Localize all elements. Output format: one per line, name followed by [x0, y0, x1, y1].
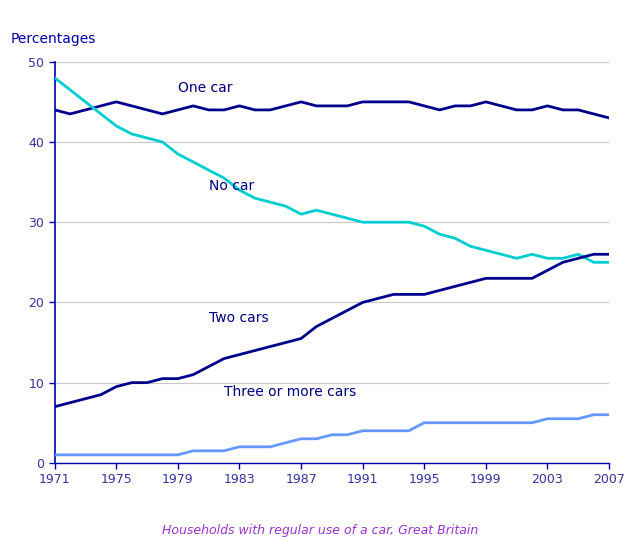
- Text: No car: No car: [209, 179, 254, 193]
- Text: Three or more cars: Three or more cars: [224, 385, 356, 399]
- Text: Percentages: Percentages: [10, 32, 96, 46]
- Text: Households with regular use of a car, Great Britain: Households with regular use of a car, Gr…: [162, 523, 478, 537]
- Text: Two cars: Two cars: [209, 312, 268, 326]
- Text: One car: One car: [178, 81, 232, 95]
